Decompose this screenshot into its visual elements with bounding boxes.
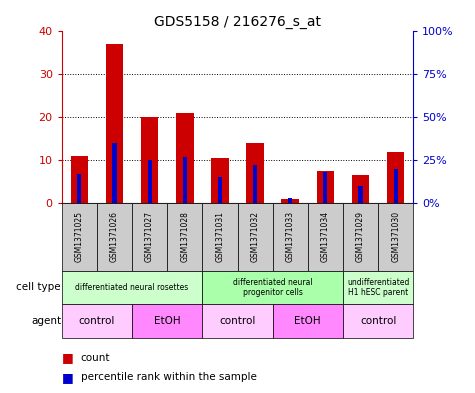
Bar	[167, 203, 202, 270]
Bar	[176, 113, 194, 203]
Bar	[62, 203, 97, 270]
Bar	[202, 270, 343, 304]
Text: undifferentiated
H1 hESC parent: undifferentiated H1 hESC parent	[347, 278, 409, 297]
Text: ■: ■	[62, 351, 74, 364]
Text: percentile rank within the sample: percentile rank within the sample	[81, 372, 256, 382]
Text: agent: agent	[31, 316, 61, 326]
Bar	[343, 203, 378, 270]
Bar	[71, 156, 88, 203]
Text: control: control	[79, 316, 115, 326]
Bar	[218, 177, 222, 203]
Bar	[202, 203, 238, 270]
Text: EtOH: EtOH	[294, 316, 321, 326]
Text: GSM1371031: GSM1371031	[216, 211, 224, 262]
Bar	[105, 44, 124, 203]
Bar	[141, 117, 158, 203]
Text: GSM1371030: GSM1371030	[391, 211, 400, 263]
Bar	[62, 270, 202, 304]
Bar	[316, 171, 334, 203]
Text: ■: ■	[62, 371, 74, 384]
Text: GSM1371027: GSM1371027	[145, 211, 154, 262]
Bar	[202, 304, 273, 338]
Text: count: count	[81, 353, 110, 363]
Text: differentiated neural
progenitor cells: differentiated neural progenitor cells	[233, 278, 313, 297]
Bar	[148, 160, 152, 203]
Bar	[394, 169, 398, 203]
Bar	[323, 172, 327, 203]
Text: GSM1371029: GSM1371029	[356, 211, 365, 262]
Bar	[387, 152, 404, 203]
Text: GSM1371025: GSM1371025	[75, 211, 84, 262]
Text: GSM1371028: GSM1371028	[180, 211, 189, 262]
Text: EtOH: EtOH	[154, 316, 180, 326]
Text: cell type: cell type	[17, 283, 61, 292]
Bar	[343, 270, 413, 304]
Bar	[132, 203, 167, 270]
Bar	[62, 304, 132, 338]
Text: GSM1371033: GSM1371033	[286, 211, 294, 263]
Bar	[288, 198, 292, 203]
Text: GSM1371032: GSM1371032	[251, 211, 259, 262]
Text: GSM1371034: GSM1371034	[321, 211, 330, 263]
Bar	[77, 174, 81, 203]
Bar	[378, 203, 413, 270]
Bar	[183, 157, 187, 203]
Bar	[97, 203, 132, 270]
Bar	[238, 203, 273, 270]
Text: GSM1371026: GSM1371026	[110, 211, 119, 262]
Bar	[132, 304, 202, 338]
Bar	[253, 165, 257, 203]
Text: differentiated neural rosettes: differentiated neural rosettes	[76, 283, 189, 292]
Bar	[211, 158, 228, 203]
Bar	[343, 304, 413, 338]
Bar	[308, 203, 343, 270]
Bar	[281, 199, 299, 203]
Bar	[273, 304, 343, 338]
Bar	[273, 203, 308, 270]
Text: control: control	[360, 316, 396, 326]
Bar	[247, 143, 264, 203]
Bar	[352, 175, 369, 203]
Bar	[113, 143, 116, 203]
Bar	[359, 186, 362, 203]
Title: GDS5158 / 216276_s_at: GDS5158 / 216276_s_at	[154, 15, 321, 29]
Text: control: control	[219, 316, 256, 326]
